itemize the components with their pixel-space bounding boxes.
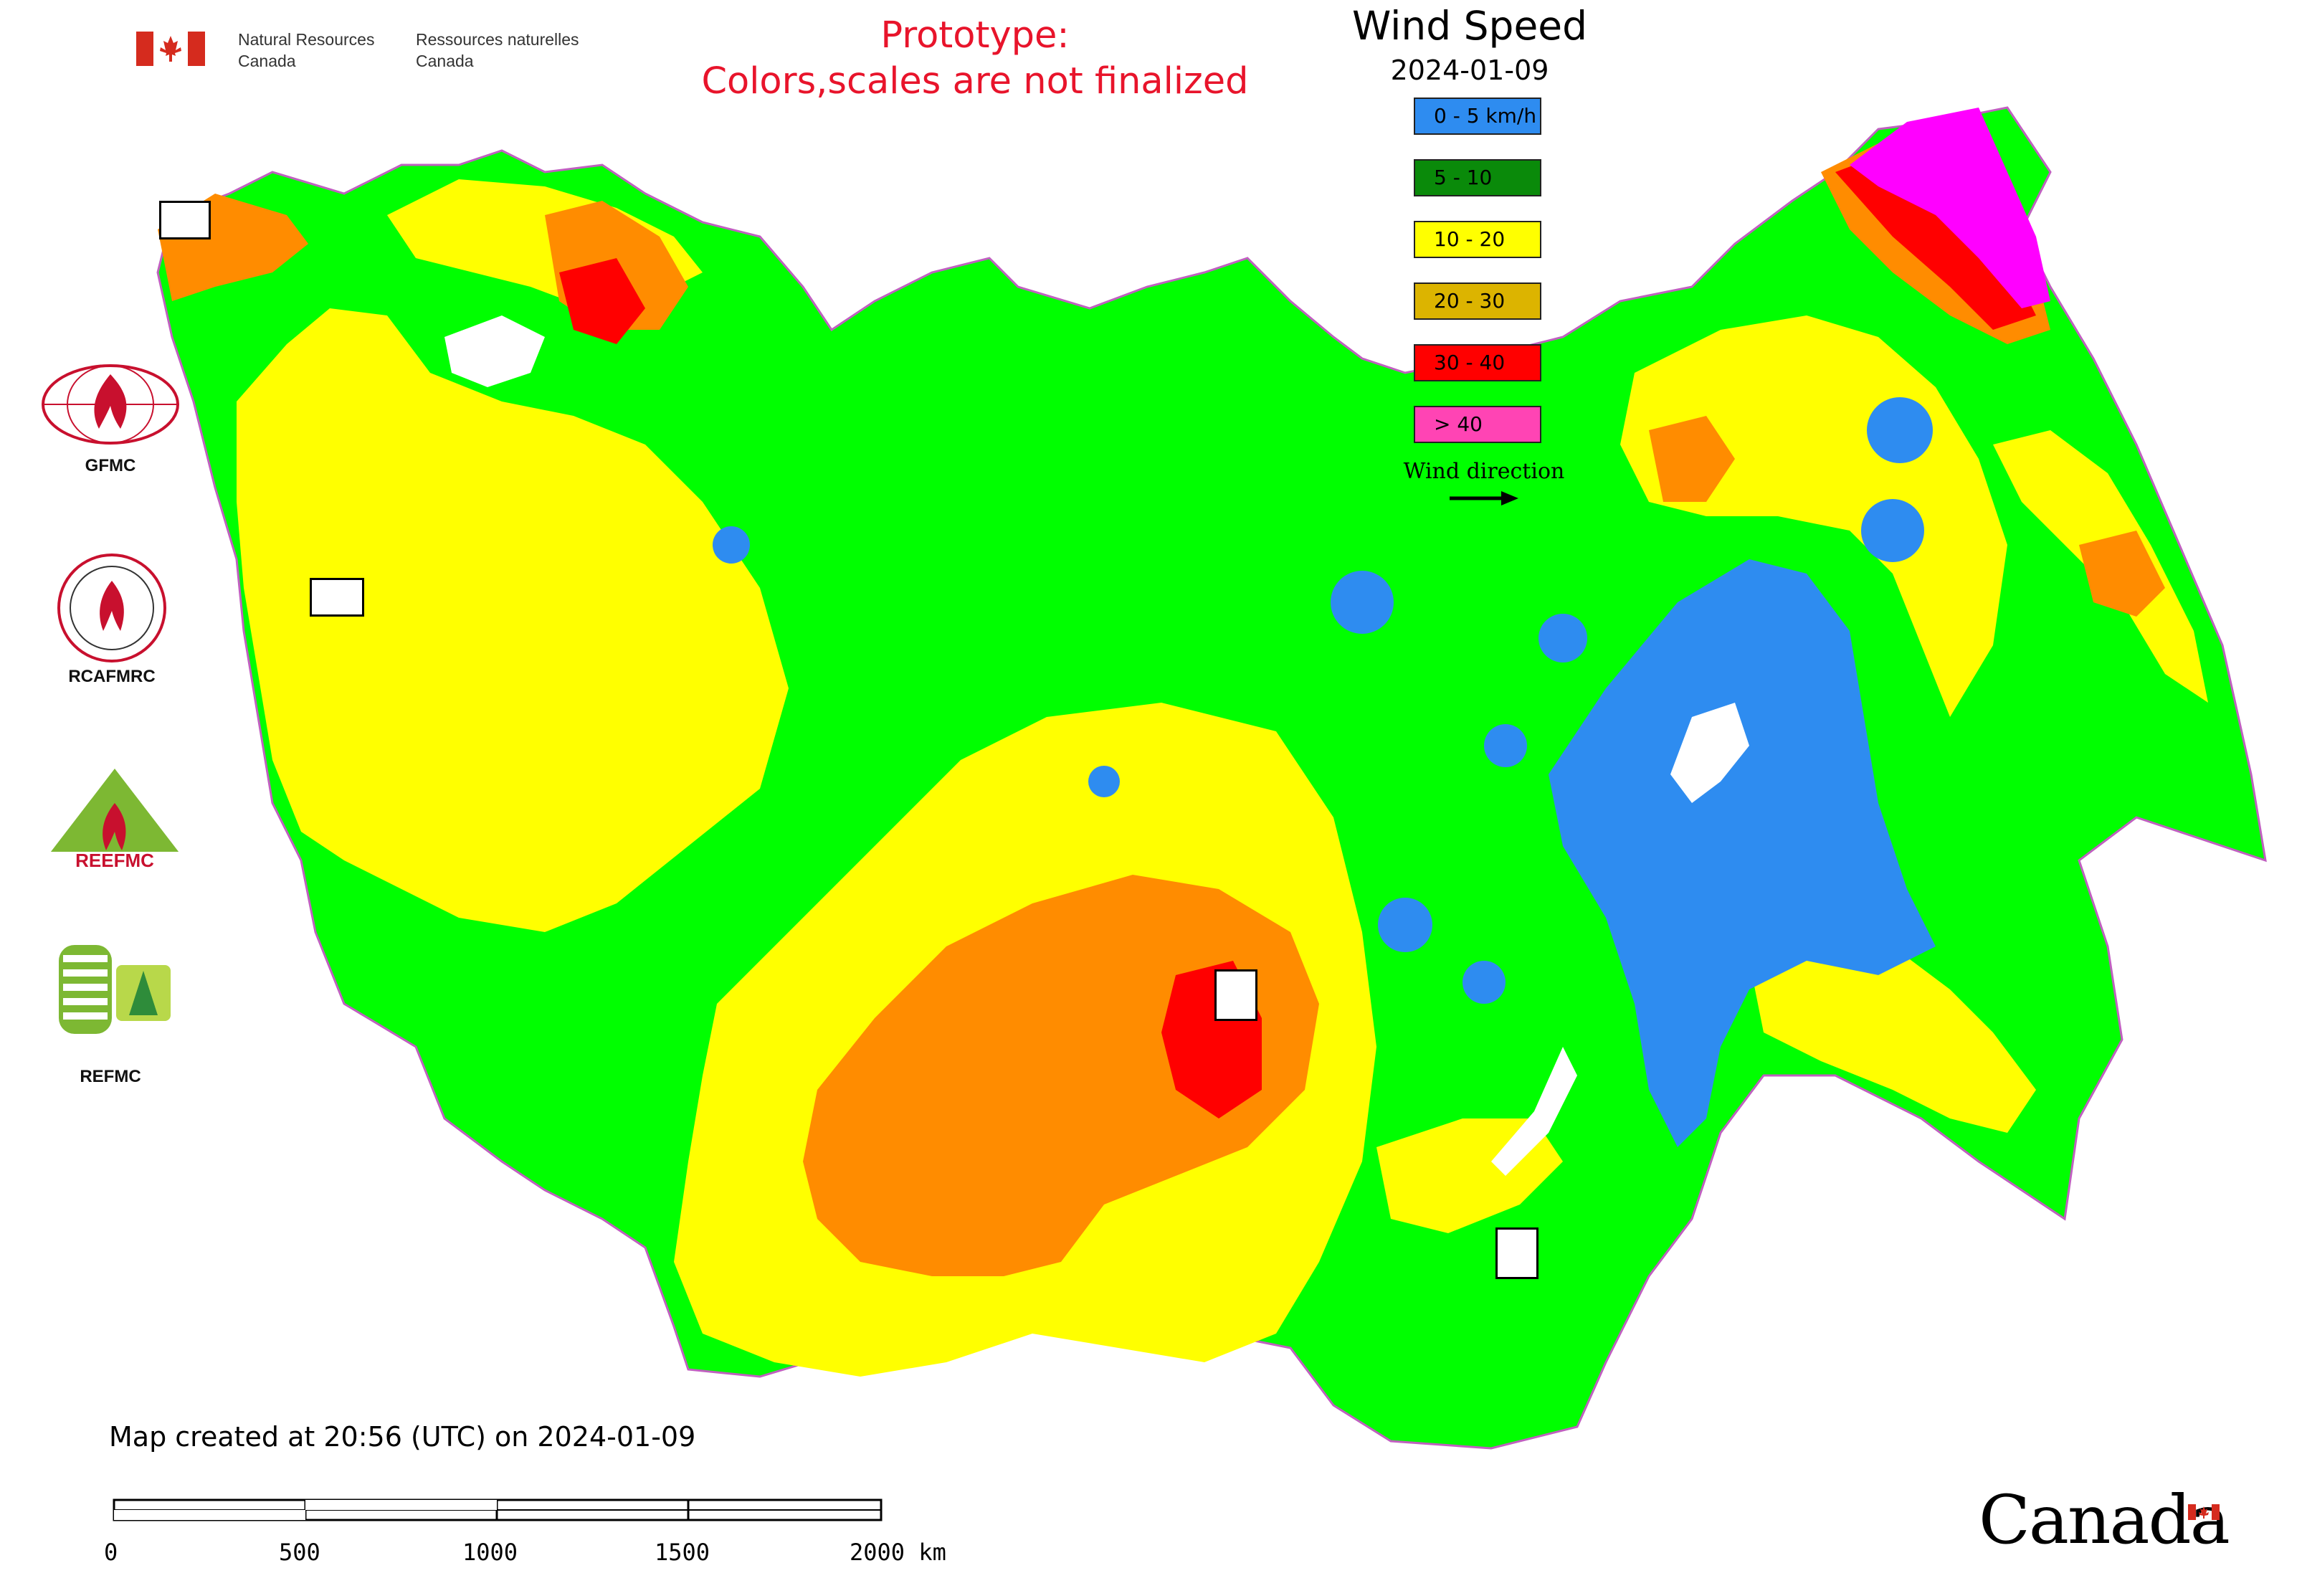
zone-0-5-east (1549, 559, 1936, 1147)
gfmc-logo-icon (42, 364, 179, 445)
zone-30-40-karelia (559, 258, 645, 344)
refmc-logo-icon (59, 945, 171, 1034)
legend-item-10-20: 10 - 20 (1414, 221, 1541, 258)
signature-fr-line: Ressources naturelles (416, 30, 579, 49)
blue-cell (1538, 614, 1587, 662)
lake-ladoga (444, 315, 545, 387)
signature-french: Ressources naturelles Canada (416, 29, 617, 72)
canada-wordmark-text: Canada (1979, 1481, 2230, 1559)
prototype-notice: Prototype: Colors,scales are not finaliz… (617, 13, 1333, 105)
canada-flag-icon (136, 32, 205, 66)
legend-item-0-5: 0 - 5 km/h (1414, 98, 1541, 135)
signature-english: Natural Resources Canada (238, 29, 424, 72)
lake-baikal (1491, 1047, 1577, 1176)
zone-20-30-magadan (1649, 416, 1735, 502)
scale-bar-graphic (113, 1498, 883, 1521)
government-signature: Natural Resources Canada Ressources natu… (136, 29, 638, 72)
reefmc-wordmark: REEFMC (75, 850, 154, 871)
blue-cell (1861, 499, 1924, 562)
wordmark-flag-icon (2188, 1504, 2220, 1520)
scale-label-2000: 2000 km (850, 1539, 946, 1566)
map-marker-refmc (1214, 969, 1257, 1021)
gfmc-label: GFMC (85, 456, 136, 475)
blue-cell (1484, 724, 1527, 767)
prototype-line-2: Colors,scales are not finalized (701, 60, 1249, 103)
scale-bar: 0 500 1000 1500 2000 km (104, 1498, 946, 1570)
blue-cell (1331, 571, 1394, 634)
reefmc-logo-icon: REEFMC (39, 769, 191, 871)
refmc-label: REFMC (80, 1067, 141, 1086)
legend-date: 2024-01-09 (1390, 54, 1549, 86)
zone-over-40-chukotka (1850, 108, 2050, 308)
lake-area (1670, 703, 1749, 803)
legend-item-30-40: 30 - 40 (1414, 344, 1541, 381)
map-marker-rcafmrc (1495, 1227, 1538, 1279)
zone-10-20-west (237, 308, 789, 932)
signature-en-line: Canada (238, 52, 296, 70)
legend-item-5-10: 5 - 10 (1414, 159, 1541, 196)
signature-fr-line: Canada (416, 52, 474, 70)
wind-direction-arrow-icon (1450, 491, 1518, 505)
map-marker-reefmc (310, 578, 364, 617)
map-marker-gfmc (159, 201, 211, 239)
scale-label-1500: 1500 (655, 1539, 710, 1566)
rcafmrc-logo-icon (57, 554, 166, 662)
rcafmrc-label: RCAFMRC (68, 667, 156, 686)
legend-title: Wind Speed (1351, 3, 1588, 49)
zone-10-20-southeast (1749, 932, 2036, 1133)
legend-item-20-30: 20 - 30 (1414, 282, 1541, 320)
blue-cell (1088, 766, 1120, 797)
blue-cell (1462, 961, 1506, 1004)
map-created-timestamp: Map created at 20:56 (UTC) on 2024-01-09 (109, 1421, 696, 1453)
blue-cell (1867, 397, 1933, 463)
legend-item-over-40: > 40 (1414, 406, 1541, 443)
zone-30-40-chukotka (1835, 151, 2036, 330)
blue-cell (1378, 898, 1432, 952)
signature-en-line: Natural Resources (238, 30, 375, 49)
zone-20-30-kamchatka (2079, 531, 2165, 617)
canada-wordmark: Canada (1979, 1477, 2230, 1563)
scale-label-1000: 1000 (462, 1539, 518, 1566)
scale-label-0: 0 (104, 1539, 118, 1566)
blue-cell (713, 526, 750, 564)
wind-direction-label: Wind direction (1403, 459, 1565, 484)
prototype-line-1: Prototype: (880, 14, 1070, 57)
scale-label-500: 500 (279, 1539, 320, 1566)
